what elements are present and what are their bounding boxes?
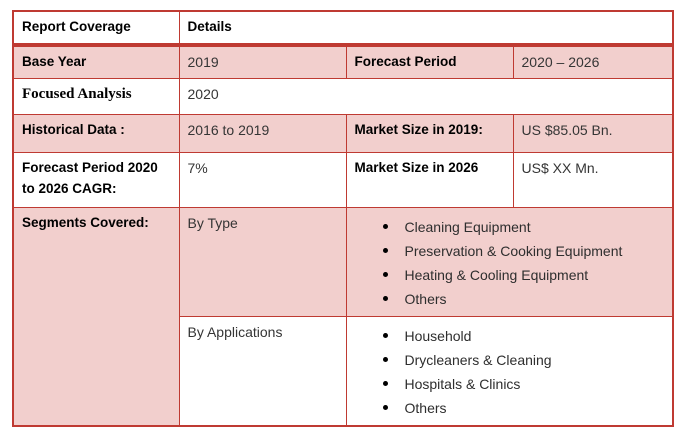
list-item: Hospitals & Clinics [355,372,665,396]
focused-analysis-value-cell: 2020 [178,77,674,115]
market-size-2026-label: Market Size in 2026 [354,159,479,175]
historical-data-value-cell: 2016 to 2019 [178,113,347,153]
forecast-cagr-row: Forecast Period 2020 to 2026 CAGR: 7% Ma… [12,151,674,208]
historical-data-value: 2016 to 2019 [187,121,270,138]
bullet-icon [382,333,388,339]
bullet-icon [382,224,388,230]
market-size-2019-label-cell: Market Size in 2019: [345,113,514,153]
report-coverage-table: Report Coverage Details Base Year 2019 F… [12,10,674,427]
header-cell-details: Details [178,10,674,47]
by-applications-label: By Applications [187,323,283,340]
base-year-label: Base Year [22,53,87,69]
focused-analysis-row: Focused Analysis 2020 [12,77,674,115]
by-type-items-cell: Cleaning Equipment Preservation & Cookin… [345,206,674,317]
historical-data-label: Historical Data : [22,121,125,137]
base-year-value-cell: 2019 [178,44,347,79]
bullet-icon [382,405,388,411]
list-item: Cleaning Equipment [355,215,665,239]
list-item-label: Preservation & Cooking Equipment [404,242,623,259]
focused-analysis-value: 2020 [187,85,219,102]
list-item-label: Heating & Cooling Equipment [404,266,589,283]
by-applications-bullet-list: Household Drycleaners & Cleaning Hospita… [355,322,665,420]
forecast-period-value: 2020 – 2026 [521,53,600,70]
bullet-icon [382,272,388,278]
report-coverage-page: Report Coverage Details Base Year 2019 F… [12,10,674,427]
header-report-coverage-label: Report Coverage [22,19,131,34]
market-size-2026-label-cell: Market Size in 2026 [345,151,514,208]
by-type-label-cell: By Type [178,206,347,317]
list-item-label: Drycleaners & Cleaning [404,351,552,368]
market-size-2019-label: Market Size in 2019: [354,121,483,137]
market-size-2019-value: US $85.05 Bn. [521,121,613,138]
by-applications-label-cell: By Applications [178,315,347,427]
list-item-label: Others [404,290,447,307]
historical-data-row: Historical Data : 2016 to 2019 Market Si… [12,113,674,153]
market-size-2026-value: US$ XX Mn. [521,159,599,176]
forecast-period-label-cell: Forecast Period [345,44,514,79]
list-item: Others [355,287,665,311]
list-item-label: Household [404,327,472,344]
forecast-cagr-value: 7% [187,159,208,176]
forecast-cagr-label: Forecast Period 2020 to 2026 CAGR: [22,159,158,196]
focused-analysis-label-cell: Focused Analysis [12,77,180,115]
list-item-label: Cleaning Equipment [404,218,531,235]
bullet-icon [382,296,388,302]
list-item: Preservation & Cooking Equipment [355,239,665,263]
historical-data-label-cell: Historical Data : [12,113,180,153]
market-size-2026-value-cell: US$ XX Mn. [512,151,674,208]
bullet-icon [382,248,388,254]
forecast-cagr-label-cell: Forecast Period 2020 to 2026 CAGR: [12,151,180,208]
base-year-value: 2019 [187,53,219,70]
segments-by-type-row: Segments Covered: By Type Cleaning Equip… [12,206,674,427]
by-applications-items-cell: Household Drycleaners & Cleaning Hospita… [345,315,674,427]
forecast-cagr-value-cell: 7% [178,151,347,208]
list-item: Drycleaners & Cleaning [355,348,665,372]
base-year-label-cell: Base Year [12,44,180,79]
list-item: Heating & Cooling Equipment [355,263,665,287]
by-type-label: By Type [187,214,238,231]
bullet-icon [382,381,388,387]
list-item: Household [355,324,665,348]
base-year-row: Base Year 2019 Forecast Period 2020 – 20… [12,44,674,79]
list-item-label: Others [404,399,447,416]
header-row: Report Coverage Details [12,10,674,47]
list-item: Others [355,396,665,420]
market-size-2019-value-cell: US $85.05 Bn. [512,113,674,153]
focused-analysis-label: Focused Analysis [22,85,132,102]
forecast-period-value-cell: 2020 – 2026 [512,44,674,79]
header-details-label: Details [187,19,232,34]
forecast-period-label: Forecast Period [354,53,457,69]
segments-covered-label: Segments Covered: [22,214,149,230]
bullet-icon [382,357,388,363]
list-item-label: Hospitals & Clinics [404,375,521,392]
header-cell-report-coverage: Report Coverage [12,10,180,47]
by-type-bullet-list: Cleaning Equipment Preservation & Cookin… [355,213,665,311]
segments-covered-label-cell: Segments Covered: [12,206,180,427]
